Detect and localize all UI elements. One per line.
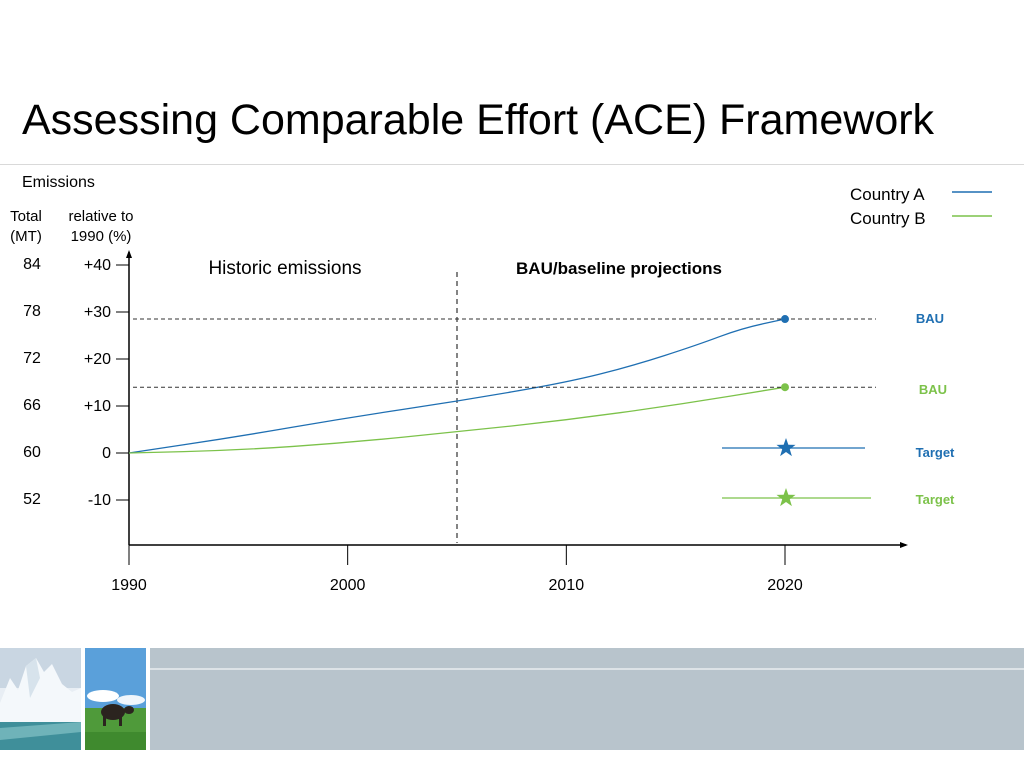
bau-point [781, 315, 789, 324]
x-tick-label: 2010 [549, 577, 585, 594]
x-tick-label: 2000 [330, 577, 366, 594]
relative-header-label: 1990 (%) [71, 228, 132, 245]
target-label: Target [916, 445, 955, 460]
y-tick-pct-label: +30 [84, 304, 111, 321]
relative-header-label: relative to [68, 208, 133, 225]
y-tick-total-label: 66 [23, 397, 41, 414]
x-tick-label: 2020 [767, 577, 803, 594]
series-line-country-a [128, 318, 786, 454]
bau-label: BAU [916, 311, 944, 326]
y-tick-pct-label: 0 [102, 445, 111, 462]
legend-label: Country A [850, 185, 925, 204]
title-divider [0, 164, 1024, 165]
y-tick-pct-label: +20 [84, 351, 111, 368]
iceberg-photo [0, 648, 81, 750]
x-tick-label: 1990 [111, 577, 147, 594]
slide-title: Assessing Comparable Effort (ACE) Framew… [22, 96, 935, 144]
cow-pasture-photo [85, 648, 146, 750]
y-tick-total-label: 72 [23, 350, 41, 367]
y-tick-total-label: 84 [23, 256, 41, 273]
total-header-label: (MT) [10, 228, 42, 245]
y-tick-pct-label: -10 [88, 492, 111, 509]
target-star-icon [776, 438, 796, 457]
projection-label: BAU/baseline projections [516, 259, 722, 278]
bau-point [781, 383, 789, 392]
y-tick-total-label: 78 [23, 303, 41, 320]
target-label: Target [916, 492, 955, 507]
y-tick-total-label: 52 [23, 491, 41, 508]
total-header-label: Total [10, 208, 42, 225]
target-star-icon [776, 488, 796, 507]
footer-bar-highlight [150, 668, 1024, 670]
y-axis-label: Emissions [22, 174, 95, 191]
legend-label: Country B [850, 209, 926, 228]
y-tick-pct-label: +40 [84, 257, 111, 274]
historic-emissions-label: Historic emissions [208, 258, 361, 279]
y-tick-total-label: 60 [23, 444, 41, 461]
y-tick-pct-label: +10 [84, 398, 111, 415]
footer-bar [150, 648, 1024, 750]
series-line-country-b [128, 386, 786, 454]
bau-label: BAU [919, 382, 947, 397]
